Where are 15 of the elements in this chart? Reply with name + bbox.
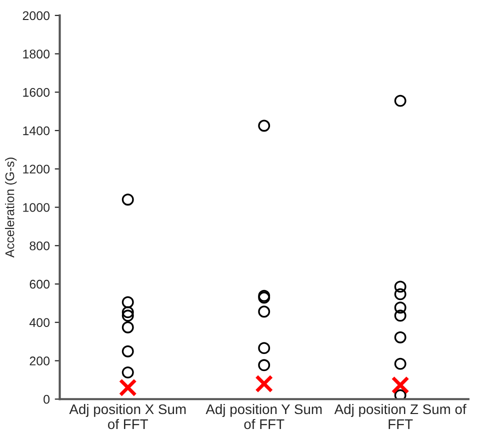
y-tick-label: 1000	[23, 203, 50, 212]
y-tick-label: 200	[30, 356, 50, 366]
y-tick-label: 2000	[22, 11, 50, 20]
y-axis-title: Acceleration (G-s)	[5, 158, 17, 258]
x-tick-label: Adj position Y Sum of FFT	[206, 404, 322, 430]
y-tick-label: 1800	[23, 50, 50, 58]
y-tick-label: 800	[30, 241, 50, 250]
x-tick-label: Adj position Z Sum of FFT	[334, 404, 466, 429]
y-tick-label: 600	[30, 280, 50, 289]
y-tick-label: 1200	[23, 164, 50, 174]
x-tick-label: Adj position X Sum of FFT	[69, 404, 186, 430]
y-tick-label: 0	[44, 394, 50, 404]
y-tick-label: 1600	[23, 88, 50, 97]
y-tick-label: 1400	[23, 126, 50, 136]
y-tick-label: 400	[29, 318, 50, 328]
